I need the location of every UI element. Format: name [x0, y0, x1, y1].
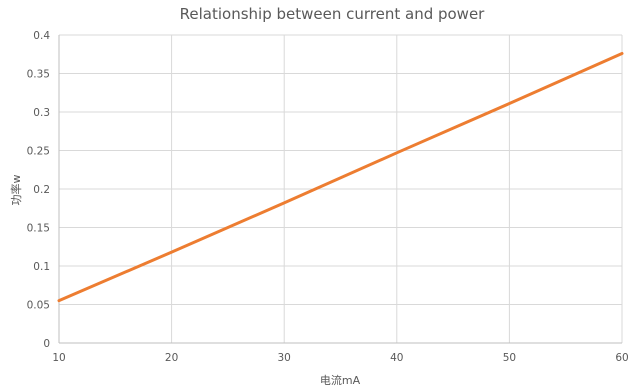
x-tick-label: 10	[52, 352, 65, 364]
chart-title: Relationship between current and power	[180, 5, 486, 23]
y-tick-label: 0.1	[33, 261, 50, 273]
x-axis-label: 电流mA	[320, 373, 361, 387]
series-layer	[57, 51, 624, 303]
y-tick-label: 0.3	[33, 107, 50, 119]
series-line	[57, 51, 624, 303]
y-tick-label: 0.2	[33, 184, 50, 196]
y-axis-label: 功率w	[9, 175, 23, 206]
x-tick-label: 50	[503, 352, 516, 364]
x-tick-label: 20	[165, 352, 178, 364]
x-tick-label: 60	[615, 352, 628, 364]
y-tick-label: 0.05	[27, 300, 50, 312]
y-tick-label: 0.4	[33, 30, 50, 42]
y-tick-label: 0.25	[27, 146, 50, 158]
x-tick-label: 30	[278, 352, 291, 364]
x-tick-label: 40	[390, 352, 403, 364]
tick-labels: 0 0.05 0.1 0.15 0.2 0.25 0.3 0.35 0.4 10 20 30 40 50 6…	[27, 30, 629, 364]
y-tick-label: 0.35	[27, 69, 50, 81]
y-tick-label: 0.15	[27, 223, 50, 235]
grid-lines	[59, 34, 623, 343]
y-tick-label: 0	[43, 338, 50, 350]
axes	[58, 35, 622, 344]
